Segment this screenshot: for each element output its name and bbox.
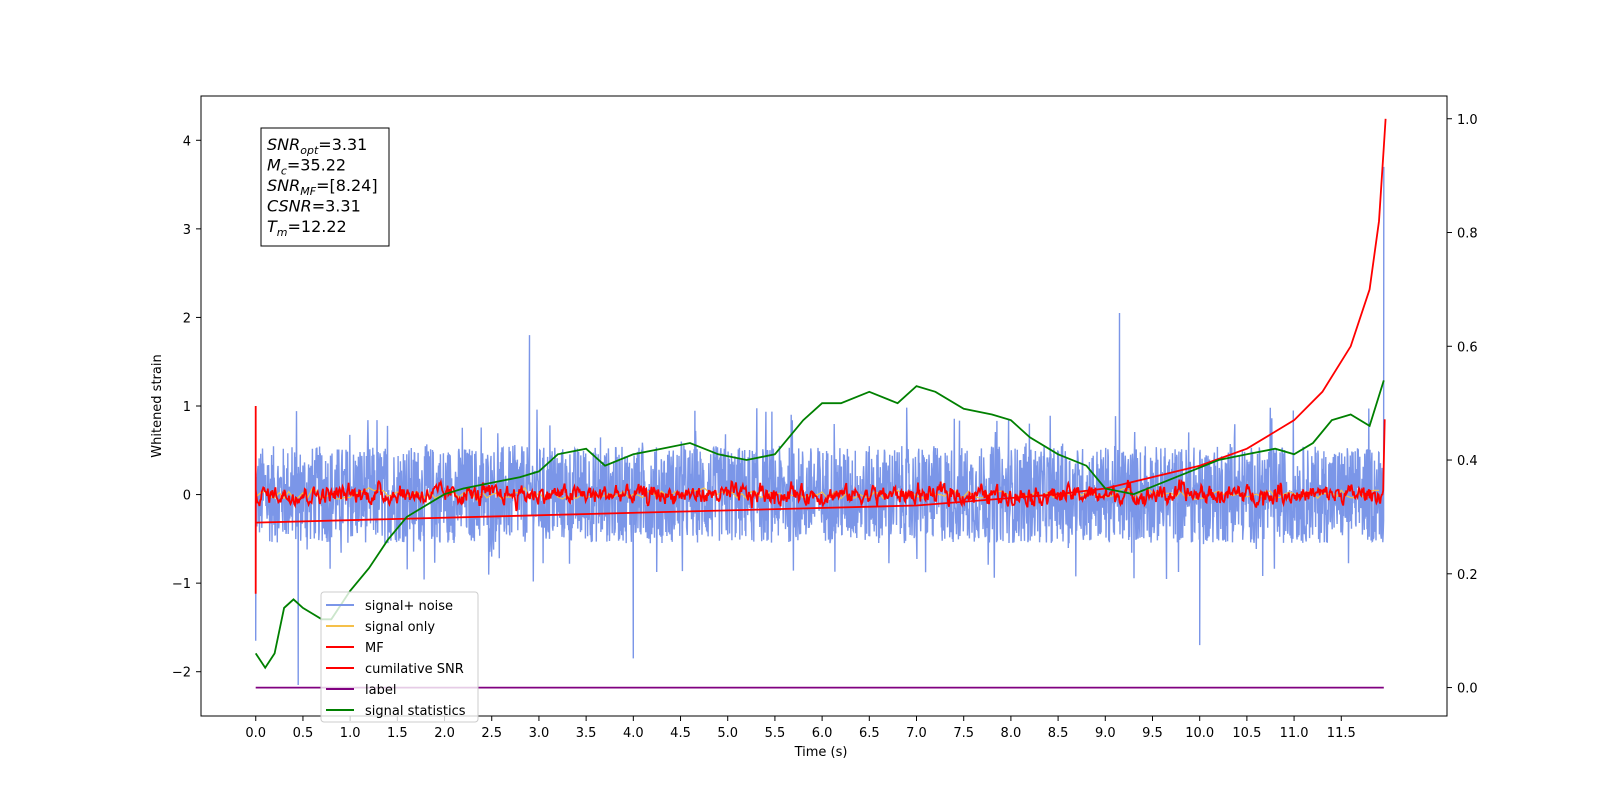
stats-line: SNRopt=3.31	[267, 135, 367, 157]
y-tick-label: 0	[183, 489, 191, 504]
x-tick-label: 2.5	[481, 726, 502, 741]
legend-entry: signal+ noise	[365, 599, 453, 614]
y-axis-label: Whitened strain	[150, 354, 165, 457]
series-signal-noise	[255, 166, 1385, 686]
y-tick-label: 1	[183, 400, 191, 415]
x-tick-label: 5.5	[765, 726, 786, 741]
y2-axis: 0.0 0.2 0.4 0.6 0.8 1.0	[1447, 113, 1478, 697]
y2-tick-label: 0.8	[1457, 227, 1478, 242]
x-tick-label: 11.5	[1327, 726, 1356, 741]
x-tick-label: 3.5	[576, 726, 597, 741]
stats-box: SNRopt=3.31Mc=35.22SNRMF=[8.24]CSNR=3.31…	[260, 127, 390, 247]
x-tick-label: 1.5	[387, 726, 408, 741]
y-tick-label: 4	[183, 134, 191, 149]
x-tick-label: 8.0	[1001, 726, 1022, 741]
y2-tick-label: 0.2	[1457, 568, 1478, 583]
y-tick-label: 3	[183, 223, 191, 238]
y2-tick-label: 1.0	[1457, 113, 1478, 128]
x-tick-label: 4.5	[670, 726, 691, 741]
y2-tick-label: 0.0	[1457, 682, 1478, 697]
x-tick-label: 8.5	[1048, 726, 1069, 741]
x-tick-label: 11.0	[1280, 726, 1309, 741]
x-tick-label: 0.0	[245, 726, 266, 741]
x-axis: 0.0 0.5 1.0 1.5 2.0 2.5 3.0 3.5 4.0 4.5 5.0 5.5 6.0 6…	[245, 716, 1356, 741]
legend-frame	[320, 591, 479, 723]
x-tick-label: 1.0	[340, 726, 361, 741]
y-tick-label: 2	[183, 311, 191, 326]
x-tick-label: 6.0	[812, 726, 833, 741]
x-tick-label: 6.5	[859, 726, 880, 741]
y-tick-label: −2	[172, 666, 191, 681]
stats-line: CSNR=3.31	[267, 197, 361, 216]
x-tick-label: 7.5	[953, 726, 974, 741]
legend-entry: signal statistics	[365, 704, 466, 719]
x-tick-label: 4.0	[623, 726, 644, 741]
series-mf	[254, 406, 1386, 594]
stats-line: SNRMF=[8.24]	[267, 176, 378, 198]
stats-box-frame	[260, 127, 390, 247]
legend-entry: cumilative SNR	[365, 662, 464, 677]
y2-tick-label: 0.6	[1457, 340, 1478, 355]
x-tick-label: 0.5	[293, 726, 314, 741]
legend: signal+ noise signal only MF cumilative SNR…	[320, 591, 479, 723]
legend-entry: signal only	[365, 620, 435, 635]
x-tick-label: 2.0	[434, 726, 455, 741]
stats-line: Mc=35.22	[267, 156, 346, 178]
y-axis: −2 −1 0 1 2 3 4	[172, 134, 201, 681]
x-tick-label: 10.0	[1185, 726, 1214, 741]
stats-line: Tm=12.22	[267, 217, 347, 239]
legend-entry: label	[365, 683, 396, 698]
x-axis-label: Time (s)	[794, 745, 848, 760]
series-cumilative-snr	[255, 118, 1387, 524]
x-tick-label: 9.0	[1095, 726, 1116, 741]
y-tick-label: −1	[172, 577, 191, 592]
x-tick-label: 7.0	[906, 726, 927, 741]
legend-entry: MF	[365, 641, 384, 656]
x-tick-label: 5.0	[717, 726, 738, 741]
x-tick-label: 3.0	[529, 726, 550, 741]
x-tick-label: 10.5	[1232, 726, 1261, 741]
y2-tick-label: 0.4	[1457, 454, 1478, 469]
x-tick-label: 9.5	[1142, 726, 1163, 741]
